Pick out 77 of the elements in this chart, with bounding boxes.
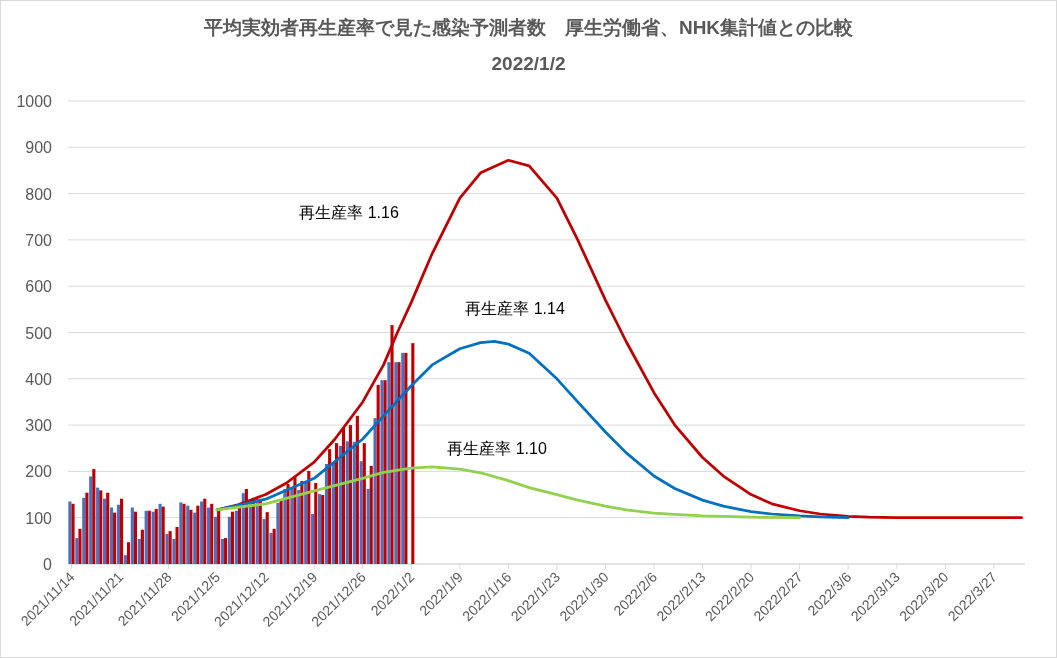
bar (304, 482, 308, 564)
chart-title: 平均実効者再生産率で見た感染予測者数 厚生労働省、NHK集計値との比較 (202, 17, 855, 38)
bar (78, 528, 82, 564)
bar (89, 476, 93, 564)
bar (314, 482, 318, 564)
bar (369, 465, 373, 564)
bar (331, 462, 335, 564)
bar (366, 488, 370, 564)
y-tick-label: 1000 (16, 93, 53, 110)
line-series (215, 465, 801, 520)
bar (172, 539, 176, 564)
bar (334, 443, 339, 564)
bar (324, 463, 329, 564)
bar (210, 503, 214, 564)
y-tick-label: 500 (25, 324, 53, 342)
bar (355, 415, 359, 564)
annotation: 再生産率 1.14 (465, 300, 565, 317)
bar (92, 469, 96, 564)
bar (82, 497, 86, 564)
bar (307, 470, 311, 564)
bar (85, 492, 89, 564)
bar (300, 481, 304, 564)
bar (103, 498, 107, 564)
y-tick-label: 400 (25, 370, 53, 388)
bar (352, 441, 356, 564)
bar (376, 384, 380, 564)
bar (116, 504, 121, 564)
bar (265, 512, 269, 564)
bar (227, 516, 231, 564)
bar (109, 507, 114, 564)
bar (237, 506, 242, 564)
bar (348, 425, 352, 564)
bar (186, 505, 190, 564)
annotation: 再生産率 1.10 (447, 440, 547, 457)
y-tick-label: 0 (43, 556, 53, 573)
bar (213, 516, 218, 564)
bar (207, 507, 211, 564)
bar (113, 512, 117, 564)
bar (193, 512, 197, 564)
bar (123, 555, 127, 564)
y-tick-label: 200 (25, 463, 53, 481)
bar (345, 441, 349, 564)
annotation: 再生産率 1.16 (299, 204, 399, 221)
y-tick-label: 300 (25, 417, 53, 435)
bar (373, 418, 377, 564)
bar (120, 498, 124, 564)
y-tick-label: 700 (25, 231, 53, 249)
y-tick-label: 100 (25, 509, 53, 527)
bar (230, 511, 235, 564)
bar (269, 532, 273, 564)
bar (126, 542, 131, 564)
bar (220, 539, 225, 564)
bar (297, 489, 301, 564)
bar (359, 461, 363, 564)
bar (262, 519, 266, 564)
bar (137, 539, 141, 564)
bar (311, 514, 315, 564)
bar (224, 538, 228, 564)
bar (217, 509, 221, 564)
bar (387, 362, 391, 564)
bar (75, 538, 79, 564)
bar (411, 343, 415, 564)
bar (106, 492, 110, 564)
bar (189, 509, 193, 564)
bar (362, 443, 366, 564)
y-tick-label: 900 (25, 139, 53, 157)
y-tick-label: 800 (25, 185, 53, 203)
chart-subtitle: 2022/1/2 (491, 53, 566, 74)
bar (196, 505, 200, 564)
bar (175, 526, 179, 564)
bar (140, 529, 144, 564)
y-tick-label: 600 (25, 278, 53, 296)
bar (290, 488, 294, 564)
bar (272, 528, 276, 564)
bar (133, 511, 137, 564)
bar (234, 510, 238, 564)
bar (130, 507, 134, 564)
